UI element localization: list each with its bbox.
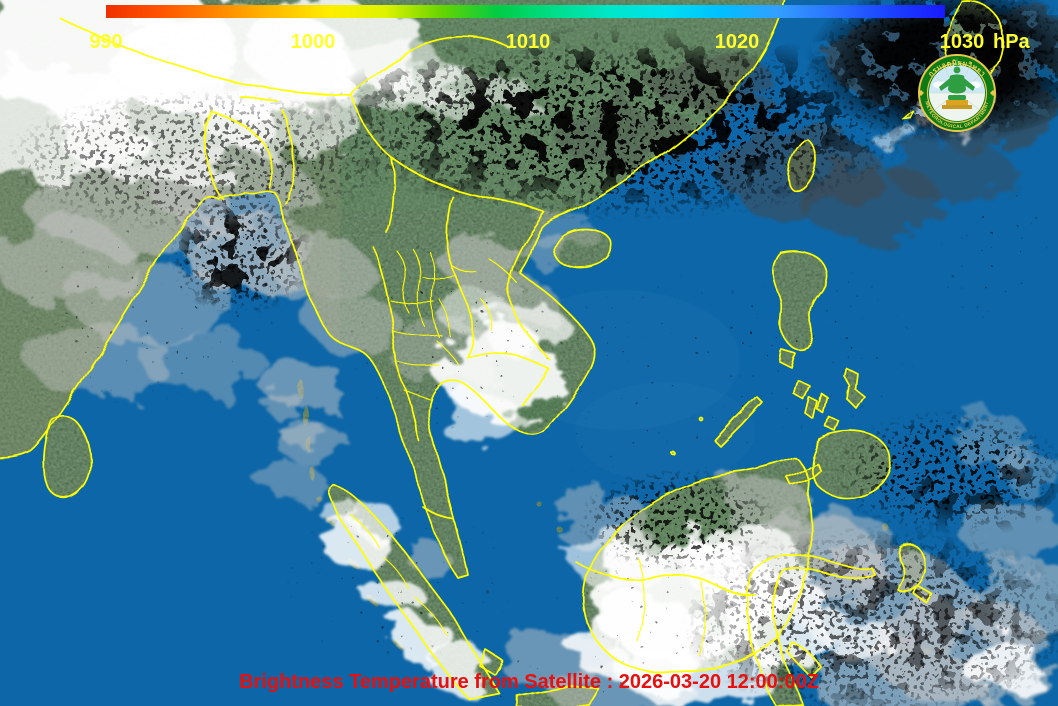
pressure-colorbar-group: 990 1000 1010 1020 1030 hPa [89,5,1031,53]
colorbar-unit: hPa [993,31,1031,53]
colorbar-tick-1010: 1010 [506,31,551,53]
country-borders [0,0,1005,706]
caption-text: Brightness Temperature from Satellite : … [239,671,819,693]
colorbar-tick-1020: 1020 [715,31,760,53]
colorbar-tick-990: 990 [89,31,122,53]
tmd-logo: กรมอุตุนิยมวิทยา METEOROLOGICAL DEPARTME… [918,54,996,132]
pressure-colorbar [106,5,945,18]
colorbar-tick-1030: 1030 [940,31,985,53]
province-borders [351,249,705,659]
colorbar-tick-1000: 1000 [291,31,336,53]
logo-deity-figure [939,57,975,109]
